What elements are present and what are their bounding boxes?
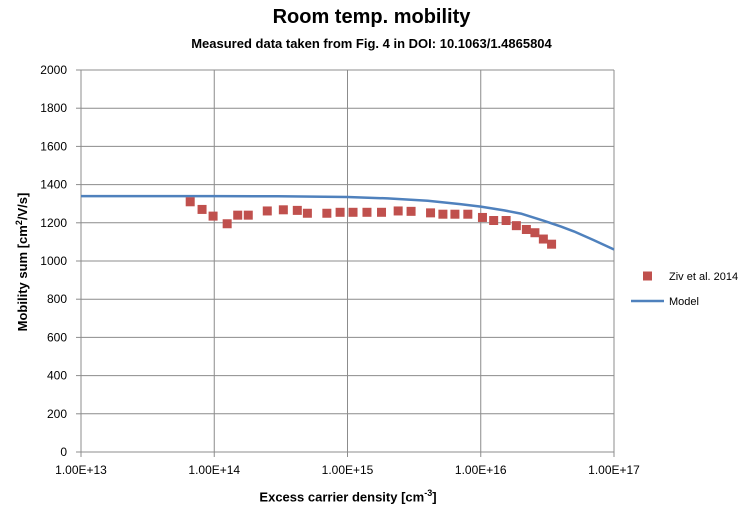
data-point: [302, 208, 312, 218]
y-tick-label: 200: [47, 407, 67, 421]
x-tick-label: 1.00E+16: [455, 463, 507, 477]
data-point: [233, 210, 243, 220]
x-tick-label: 1.00E+15: [322, 463, 374, 477]
data-point: [208, 211, 218, 221]
data-point: [463, 209, 473, 219]
legend: Ziv et al. 2014 Model: [631, 271, 738, 308]
legend-marker: [643, 271, 652, 281]
data-point: [362, 207, 372, 217]
chart-title: Room temp. mobility: [272, 6, 471, 28]
data-point: [530, 228, 540, 238]
data-point: [477, 212, 487, 222]
data-point: [292, 205, 302, 215]
data-point: [278, 205, 288, 215]
y-tick-label: 400: [47, 369, 67, 383]
y-tick-labels: 0 200 400 600 800 1000 1200 1400 1600 1800 2000: [40, 63, 67, 459]
data-point: [547, 239, 557, 249]
data-point: [489, 216, 499, 226]
legend-label: Ziv et al. 2014: [669, 271, 738, 283]
y-tick-label: 1600: [40, 139, 67, 153]
x-tick-label: 1.00E+13: [55, 463, 107, 477]
x-tick-label: 1.00E+14: [188, 463, 240, 477]
data-point: [426, 208, 436, 218]
data-point: [243, 210, 253, 220]
data-point: [222, 219, 232, 229]
data-point: [511, 221, 521, 231]
y-tick-label: 1800: [40, 101, 67, 115]
axes: [76, 69, 615, 457]
data-point: [501, 216, 511, 226]
x-tick-labels: 1.00E+13 1.00E+14 1.00E+15 1.00E+16 1.00E+17: [55, 463, 640, 477]
y-tick-label: 600: [47, 330, 67, 344]
y-tick-label: 1400: [40, 178, 67, 192]
data-point: [450, 209, 460, 219]
data-point: [377, 207, 387, 217]
data-point: [262, 206, 272, 216]
data-point: [538, 234, 548, 244]
data-point: [335, 207, 345, 217]
chart-subtitle: Measured data taken from Fig. 4 in DOI: …: [191, 36, 552, 51]
x-tick-label: 1.00E+17: [588, 463, 640, 477]
y-tick-label: 1000: [40, 254, 67, 268]
series: [81, 194, 615, 251]
grid-lines: [80, 69, 615, 453]
series-line-model: [81, 194, 615, 251]
y-tick-label: 0: [60, 445, 67, 459]
y-tick-label: 2000: [40, 63, 67, 77]
data-point: [185, 197, 195, 207]
data-point: [438, 209, 448, 219]
data-point: [521, 224, 531, 234]
data-point: [348, 207, 358, 217]
data-point: [393, 206, 403, 216]
y-axis-label: Mobility sum [cm2/V/s]: [13, 192, 31, 332]
x-axis-label: Excess carrier density [cm-3]: [259, 488, 437, 505]
y-tick-label: 800: [47, 292, 67, 306]
y-tick-label: 1200: [40, 216, 67, 230]
legend-label: Model: [669, 296, 699, 308]
data-point: [406, 206, 416, 216]
data-point: [322, 208, 332, 218]
data-point: [197, 204, 207, 214]
